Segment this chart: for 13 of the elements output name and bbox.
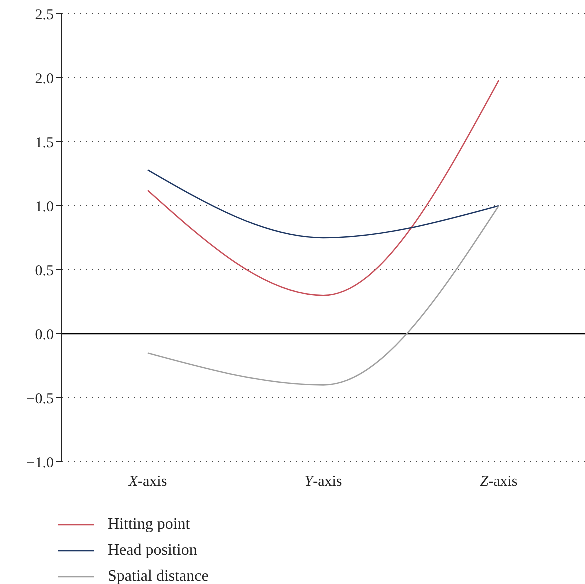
x-tick-label: Y-axis bbox=[304, 474, 342, 490]
legend-label: Head position bbox=[108, 542, 198, 560]
x-tick-label: X-axis bbox=[128, 474, 168, 490]
legend-label: Hitting point bbox=[108, 516, 190, 534]
y-tick-label: 1.5 bbox=[35, 135, 54, 152]
x-tick-label: Z-axis bbox=[480, 474, 518, 490]
y-tick-label: −0.5 bbox=[26, 391, 54, 408]
y-tick-label: −1.0 bbox=[26, 455, 54, 472]
y-tick-label: 2.5 bbox=[35, 7, 54, 24]
y-tick-label: 2.0 bbox=[35, 71, 54, 88]
y-tick-label: 0.0 bbox=[35, 327, 54, 344]
y-tick-label: 1.0 bbox=[35, 199, 54, 216]
y-tick-label: 0.5 bbox=[35, 263, 54, 280]
